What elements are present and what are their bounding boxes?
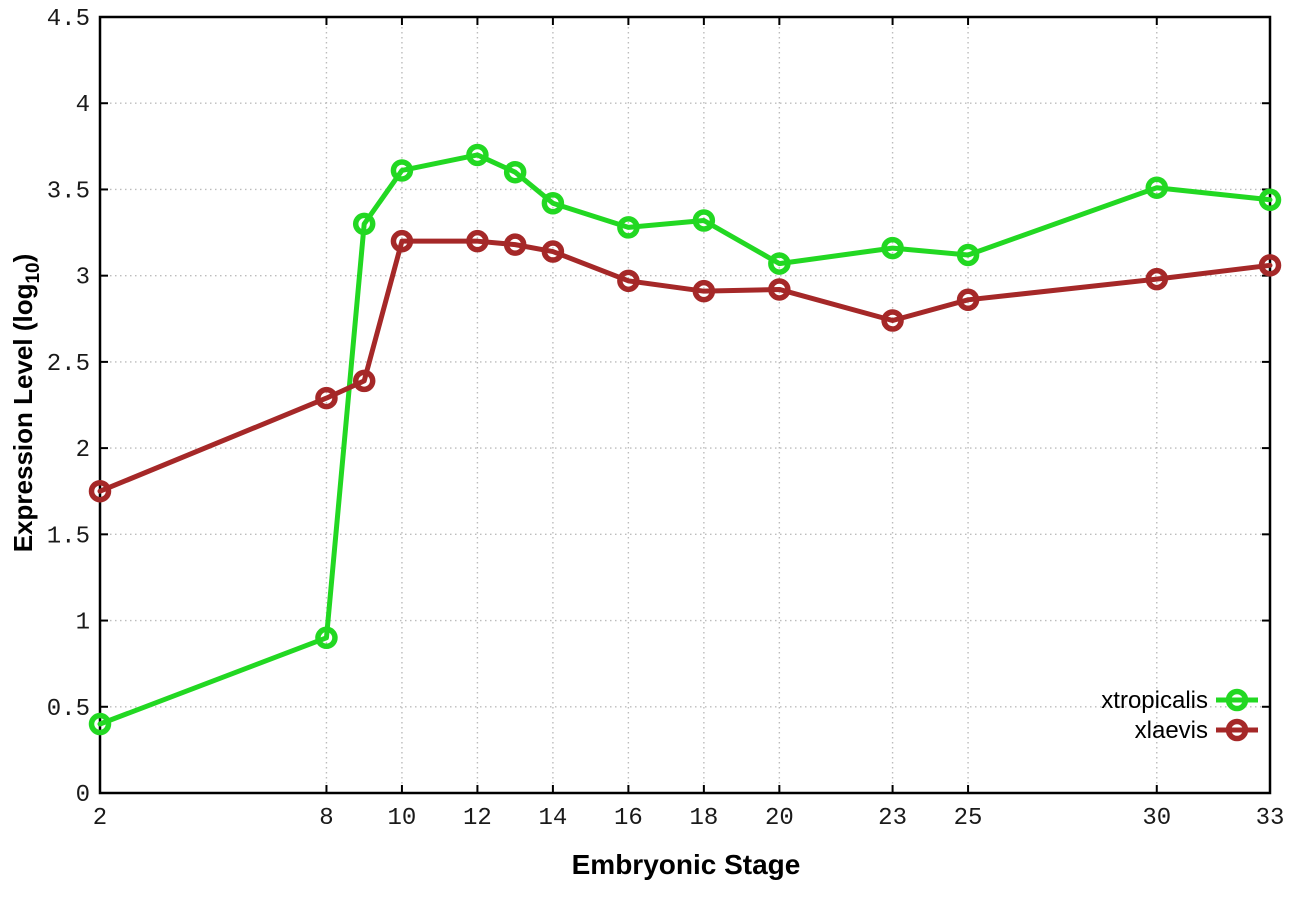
- data-point-marker: [466, 229, 489, 253]
- x-tick-label: 10: [388, 805, 417, 832]
- gridlines: [99, 16, 1271, 794]
- data-series: [88, 143, 1282, 736]
- data-point-marker: [956, 243, 980, 267]
- plot-border-and-ticks: [98, 15, 1272, 795]
- legend: xtropicalis xlaevis: [1101, 687, 1258, 744]
- data-point-marker: [617, 216, 640, 239]
- x-tick-label: 18: [689, 805, 718, 832]
- data-point-marker: [768, 252, 791, 275]
- x-axis-label: Embryonic Stage: [572, 849, 801, 880]
- x-tick-label: 23: [878, 805, 907, 832]
- data-point-marker: [692, 279, 716, 303]
- data-point-marker: [1145, 267, 1169, 291]
- data-point-marker: [352, 369, 376, 393]
- x-tick-label: 20: [765, 805, 794, 832]
- y-tick-label: 3: [76, 265, 90, 292]
- data-point-marker: [541, 240, 565, 263]
- data-point-marker: [617, 269, 640, 293]
- y-tick-label: 2: [76, 437, 90, 464]
- series-line-xtropicalis: [97, 152, 1273, 727]
- x-tick-label: 2: [93, 805, 107, 832]
- y-tick-label: 4.5: [47, 6, 90, 33]
- data-point-marker: [1258, 188, 1282, 212]
- data-point-marker: [503, 160, 527, 184]
- x-tick-label: 33: [1256, 805, 1285, 832]
- tick-labels: 2 8 10 12 14 16 18 20 23 25 30 33 0 0.5 1 1.5 2 2.5 3 3.5 4 4…: [47, 6, 1285, 832]
- data-point-marker: [315, 626, 338, 650]
- data-point-marker: [390, 229, 414, 253]
- data-point-marker: [768, 278, 791, 301]
- data-point-marker: [541, 191, 565, 215]
- data-point-marker: [1145, 176, 1169, 199]
- y-tick-label: 1.5: [47, 523, 90, 550]
- data-point-marker: [88, 712, 112, 736]
- data-point-marker: [503, 233, 527, 256]
- data-point-marker: [692, 209, 716, 232]
- data-point-marker: [466, 143, 489, 167]
- legend-label-xlaevis: xlaevis: [1135, 717, 1208, 744]
- legend-markers: [1216, 688, 1258, 742]
- data-point-marker: [315, 386, 338, 410]
- legend-label-xtropicalis: xtropicalis: [1101, 687, 1208, 714]
- data-point-marker: [881, 309, 904, 332]
- y-tick-label: 3.5: [47, 178, 90, 205]
- data-point-marker: [956, 288, 980, 312]
- data-point-marker: [881, 236, 904, 260]
- data-point-marker: [88, 479, 112, 503]
- x-tick-label: 25: [954, 805, 983, 832]
- y-tick-label: 0.5: [47, 696, 90, 723]
- x-tick-label: 14: [538, 805, 567, 832]
- y-axis-label: Expression Level (log10): [8, 254, 44, 553]
- y-tick-label: 1: [76, 610, 90, 637]
- series-line-xlaevis: [97, 238, 1273, 494]
- x-tick-label: 8: [319, 805, 333, 832]
- data-point-marker: [390, 159, 414, 182]
- y-tick-label: 2.5: [47, 351, 90, 378]
- data-point-marker: [1258, 254, 1282, 277]
- data-point-marker: [352, 212, 376, 236]
- x-tick-label: 12: [463, 805, 492, 832]
- y-tick-label: 0: [76, 782, 90, 809]
- y-tick-label: 4: [76, 92, 90, 119]
- x-tick-label: 16: [614, 805, 643, 832]
- x-tick-label: 30: [1142, 805, 1171, 832]
